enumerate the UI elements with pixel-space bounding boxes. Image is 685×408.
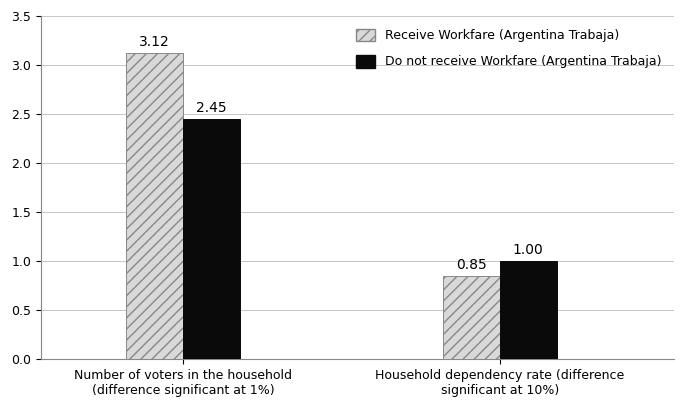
Text: 2.45: 2.45: [197, 101, 227, 115]
Bar: [500, 261, 557, 359]
Text: 1.00: 1.00: [513, 243, 544, 257]
Text: 0.85: 0.85: [456, 258, 486, 272]
Legend: Receive Workfare (Argentina Trabaja), Do not receive Workfare (Argentina Trabaja: Receive Workfare (Argentina Trabaja), Do…: [350, 22, 668, 75]
Text: 3.12: 3.12: [140, 35, 170, 49]
Bar: [184, 119, 240, 359]
Bar: [126, 53, 184, 359]
Bar: [443, 276, 500, 359]
